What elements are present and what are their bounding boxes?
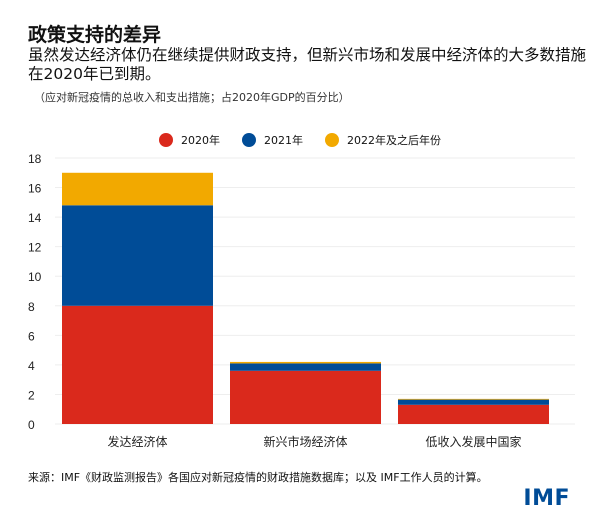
imf-logo: IMF (523, 486, 570, 511)
legend-item: 2020年 (159, 132, 220, 148)
chart-subtitle: 虽然发达经济体仍在继续提供财政支持，但新兴市场和发展中经济体的大多数措施在202… (28, 46, 587, 83)
legend-label: 2022年及之后年份 (347, 134, 441, 147)
x-tick-label: 低收入发展中国家 (425, 434, 521, 449)
legend-item: 2022年及之后年份 (325, 132, 441, 148)
bar-segment (398, 399, 549, 405)
x-tick-label: 发达经济体 (107, 434, 167, 449)
y-tick-label: 10 (28, 270, 42, 284)
chart-title: 政策支持的差异 (28, 24, 162, 46)
bar-segment (230, 361, 381, 364)
legend-swatch (159, 133, 173, 147)
y-tick-label: 14 (28, 211, 42, 225)
legend-swatch (242, 133, 256, 147)
y-tick-label: 6 (28, 329, 35, 343)
legend-swatch (325, 133, 339, 147)
legend-label: 2021年 (264, 134, 303, 147)
y-tick-label: 8 (28, 300, 35, 314)
y-tick-label: 2 (28, 388, 35, 402)
bar-segment (62, 305, 213, 424)
bar-segment (398, 398, 549, 400)
bar-segment (62, 205, 213, 306)
legend-label: 2020年 (181, 134, 220, 147)
bar-segment (230, 370, 381, 424)
bar-segment (230, 363, 381, 371)
chart-note: （应对新冠疫情的总收入和支出措施；占2020年GDP的百分比） (34, 91, 350, 104)
x-tick-label: 新兴市场经济体 (263, 434, 347, 449)
y-tick-label: 18 (28, 152, 42, 166)
bar-segment (62, 172, 213, 206)
y-tick-label: 4 (28, 359, 35, 373)
y-tick-label: 12 (28, 241, 42, 255)
source-note: 来源：IMF《财政监测报告》各国应对新冠疫情的财政措施数据库；以及 IMF工作人… (28, 471, 488, 484)
y-tick-label: 0 (28, 418, 35, 432)
y-tick-label: 16 (28, 182, 42, 196)
legend: 2020年 2021年 2022年及之后年份 (0, 132, 600, 148)
bar-segment (398, 404, 549, 424)
legend-item: 2021年 (242, 132, 303, 148)
